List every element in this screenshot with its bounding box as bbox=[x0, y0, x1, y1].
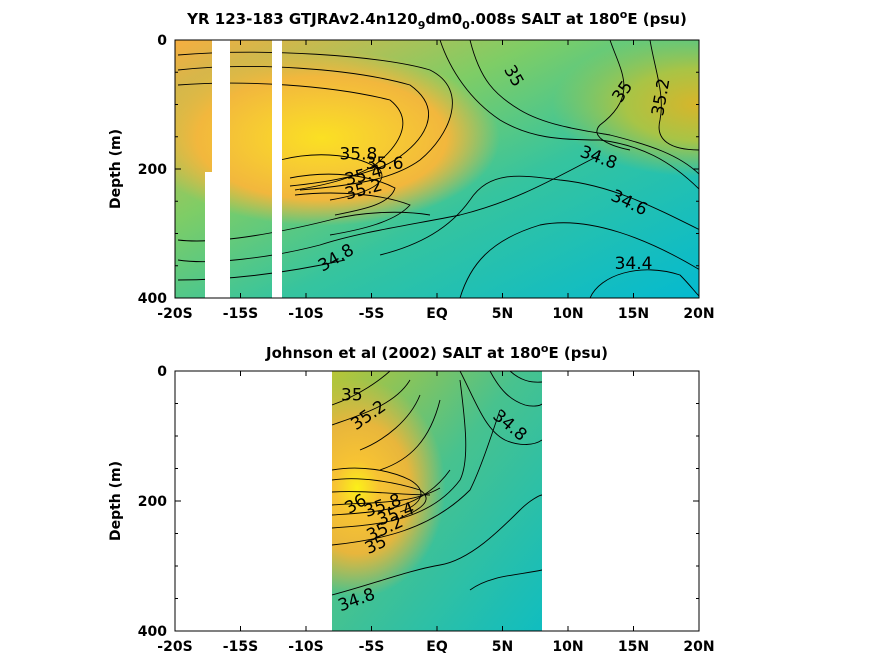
chart2-contour-label: 35 bbox=[341, 385, 363, 405]
chart1-x-tick-label: EQ bbox=[426, 306, 448, 322]
chart1-x-tick-label: -15S bbox=[223, 306, 258, 322]
chart2-x-tick-label: -10S bbox=[288, 639, 323, 655]
chart2-x-tick-label: 10N bbox=[552, 639, 583, 655]
chart2-y-ticks: 0 200 400 bbox=[138, 364, 699, 640]
chart2-x-tick-label: 15N bbox=[618, 639, 649, 655]
chart1-x-tick-label: 5N bbox=[492, 306, 513, 322]
chart2-y-tick-label: 200 bbox=[138, 494, 167, 510]
chart2-x-tick-label: EQ bbox=[426, 639, 448, 655]
chart2-x-ticks: -20S -15S -10S -5S EQ 5N 10N 15N 20N bbox=[157, 371, 715, 655]
chart1-x-tick-label: 20N bbox=[683, 306, 714, 322]
chart2-x-tick-label: -20S bbox=[157, 639, 192, 655]
chart2-y-tick-label: 0 bbox=[157, 364, 167, 380]
chart2-x-tick-label: -15S bbox=[223, 639, 258, 655]
chart1-mask-b bbox=[212, 40, 230, 298]
chart1-mask-a bbox=[205, 172, 212, 298]
chart1-contour-label: 35.6 bbox=[366, 154, 404, 174]
chart1-y-tick-label: 0 bbox=[157, 33, 167, 49]
chart2-x-tick-label: 20N bbox=[683, 639, 714, 655]
chart1-y-ticks: 0 200 400 bbox=[138, 33, 699, 307]
chart1-x-tick-label: -5S bbox=[359, 306, 385, 322]
chart1-x-tick-label: 15N bbox=[618, 306, 649, 322]
chart2-ylabel: Depth (m) bbox=[108, 461, 124, 541]
chart2-x-tick-label: 5N bbox=[492, 639, 513, 655]
chart1-title: YR 123-183 GTJRAv2.4n1209dm00.008s SALT … bbox=[186, 8, 687, 32]
chart1-ylabel: Depth (m) bbox=[108, 129, 124, 209]
chart2-field-warm bbox=[332, 371, 542, 631]
chart1-y-tick-label: 400 bbox=[138, 291, 167, 307]
chart2-y-tick-label: 400 bbox=[138, 624, 167, 640]
chart1-y-tick-label: 200 bbox=[138, 162, 167, 178]
chart2-x-tick-label: -5S bbox=[359, 639, 385, 655]
chart1-x-ticks: -20S -15S -10S -5S EQ 5N 10N 15N 20N bbox=[157, 40, 715, 322]
chart1-contour-label: 34.4 bbox=[615, 254, 653, 274]
chart1-contour-label: 35.8 bbox=[339, 144, 377, 164]
chart1-x-tick-label: -20S bbox=[157, 306, 192, 322]
chart2-contours bbox=[332, 371, 542, 596]
chart1-mask-c bbox=[272, 40, 282, 298]
chart1-x-tick-label: -10S bbox=[288, 306, 323, 322]
chart1-x-tick-label: 10N bbox=[552, 306, 583, 322]
chart1-field-northeast bbox=[175, 40, 699, 298]
chart2-title: Johnson et al (2002) SALT at 180oE (psu) bbox=[265, 342, 608, 362]
